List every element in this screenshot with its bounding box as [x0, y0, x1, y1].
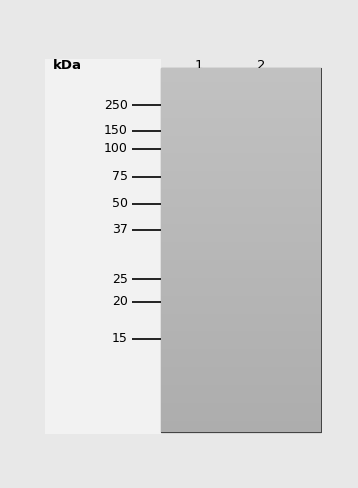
Text: 20: 20 [112, 295, 128, 308]
Text: 25: 25 [112, 273, 128, 285]
Text: 1: 1 [194, 60, 203, 72]
Text: 250: 250 [104, 99, 128, 112]
Bar [161, 68, 321, 432]
Bar [45, 59, 161, 434]
Ellipse shape [236, 144, 284, 151]
Text: 37: 37 [112, 223, 128, 236]
Text: 75: 75 [112, 170, 128, 183]
Text: kDa: kDa [52, 60, 82, 72]
Bar [161, 68, 321, 432]
Text: 150: 150 [104, 124, 128, 137]
Text: 100: 100 [104, 142, 128, 155]
Text: 50: 50 [112, 197, 128, 210]
Text: 15: 15 [112, 332, 128, 345]
Text: 2: 2 [257, 60, 265, 72]
